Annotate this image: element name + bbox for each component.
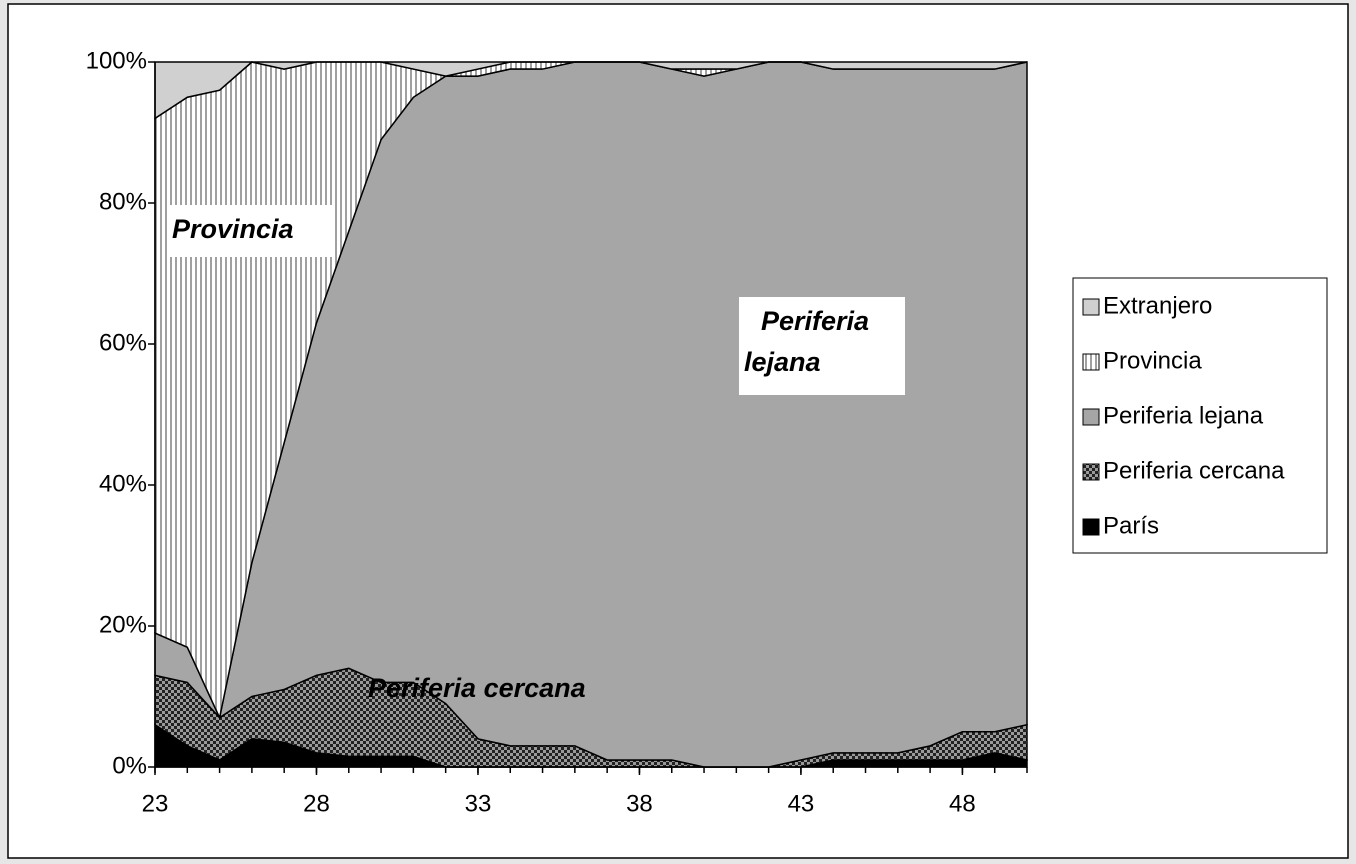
annotation: Periferia cercana — [368, 673, 586, 703]
y-tick-label: 20% — [99, 611, 147, 638]
x-tick-label: 43 — [788, 790, 815, 817]
x-tick-label: 23 — [142, 790, 169, 817]
y-tick-label: 0% — [112, 752, 147, 779]
legend-swatch — [1082, 298, 1100, 316]
annotation: Periferia — [761, 306, 869, 336]
annotation-box — [167, 205, 335, 257]
legend-swatch — [1082, 353, 1100, 371]
x-tick-label: 48 — [949, 790, 976, 817]
legend-label: Provincia — [1103, 347, 1202, 374]
y-tick-label: 100% — [86, 47, 147, 74]
annotation: Provincia — [172, 214, 294, 244]
legend-label: Extranjero — [1103, 292, 1212, 319]
legend-label: París — [1103, 512, 1159, 539]
legend-swatch — [1082, 463, 1100, 481]
x-tick-label: 33 — [465, 790, 492, 817]
x-tick-label: 38 — [626, 790, 653, 817]
y-tick-label: 80% — [99, 188, 147, 215]
x-tick-label: 28 — [303, 790, 330, 817]
annotation: lejana — [744, 347, 821, 377]
legend-swatch — [1082, 518, 1100, 536]
y-tick-label: 40% — [99, 470, 147, 497]
area — [154, 61, 1028, 120]
legend-swatch — [1082, 408, 1100, 426]
annotation-box — [739, 297, 905, 395]
legend-label: Periferia cercana — [1103, 457, 1285, 484]
legend-label: Periferia lejana — [1103, 402, 1264, 429]
y-tick-label: 60% — [99, 329, 147, 356]
legend-box — [1072, 277, 1328, 554]
